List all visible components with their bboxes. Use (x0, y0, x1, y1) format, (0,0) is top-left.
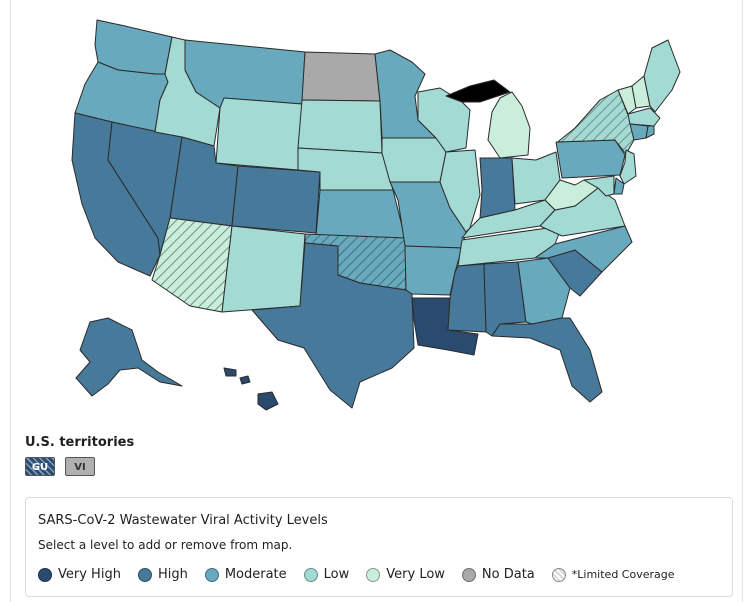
state-delaware[interactable] (613, 177, 625, 195)
state-colorado[interactable] (231, 165, 321, 234)
legend-label: High (157, 567, 188, 582)
state-minnesota[interactable] (374, 49, 437, 139)
legend-dot-high (137, 567, 152, 582)
state-florida[interactable] (491, 317, 603, 403)
legend-dot-moderate (204, 567, 219, 582)
legend-dot-very-low (366, 567, 381, 582)
frame-left-border (10, 0, 11, 602)
state-pennsylvania[interactable] (555, 139, 626, 179)
state-north-dakota[interactable] (301, 51, 381, 102)
legend-label: Very Low (386, 567, 445, 582)
state-hawaii-islands[interactable] (223, 367, 251, 385)
legend-item-no-data[interactable]: No Data (461, 567, 535, 582)
territories-title: U.S. territories (25, 435, 135, 450)
hatch-icon (551, 567, 566, 582)
legend-item-moderate[interactable]: Moderate (204, 567, 287, 582)
legend-items: Very High High Moderate Low Very Low No … (38, 567, 692, 582)
legend-label: No Data (481, 567, 535, 582)
frame-right-border (742, 0, 743, 602)
legend-item-low[interactable]: Low (303, 567, 350, 582)
legend-item-very-high[interactable]: Very High (38, 567, 121, 582)
legend-label: Low (323, 567, 350, 582)
legend-panel: SARS-CoV-2 Wastewater Viral Activity Lev… (25, 497, 733, 597)
legend-dot-no-data (461, 567, 476, 582)
state-kansas[interactable] (315, 189, 406, 239)
legend-item-very-low[interactable]: Very Low (366, 567, 445, 582)
state-alaska[interactable] (75, 317, 183, 397)
legend-label: Moderate (224, 567, 287, 582)
state-massachusetts[interactable] (627, 107, 661, 127)
legend-title: SARS-CoV-2 Wastewater Viral Activity Lev… (38, 513, 328, 528)
state-south-dakota[interactable] (297, 99, 383, 154)
state-michigan-upper[interactable] (445, 79, 511, 103)
state-hawaii[interactable] (257, 391, 279, 411)
territory-gu-button[interactable]: GU (25, 457, 55, 476)
state-michigan[interactable] (487, 91, 531, 159)
legend-item-limited-coverage[interactable]: *Limited Coverage (551, 567, 675, 582)
legend-item-high[interactable]: High (137, 567, 188, 582)
legend-label: *Limited Coverage (571, 568, 675, 581)
state-rhode-island[interactable] (645, 125, 655, 139)
legend-label: Very High (58, 567, 121, 582)
us-map (71, 19, 681, 411)
territory-vi-button[interactable]: VI (65, 457, 95, 476)
state-texas[interactable] (251, 242, 415, 409)
state-maine[interactable] (643, 39, 681, 113)
legend-dot-very-high (38, 567, 52, 582)
state-iowa[interactable] (381, 137, 447, 183)
state-maryland[interactable] (583, 175, 615, 197)
state-wisconsin[interactable] (417, 87, 471, 153)
state-new-mexico[interactable] (221, 225, 306, 313)
state-north-carolina[interactable] (534, 225, 633, 273)
state-wyoming[interactable] (215, 97, 303, 171)
legend-subtitle: Select a level to add or remove from map… (38, 538, 293, 552)
state-indiana[interactable] (479, 157, 516, 219)
legend-dot-low (303, 567, 318, 582)
